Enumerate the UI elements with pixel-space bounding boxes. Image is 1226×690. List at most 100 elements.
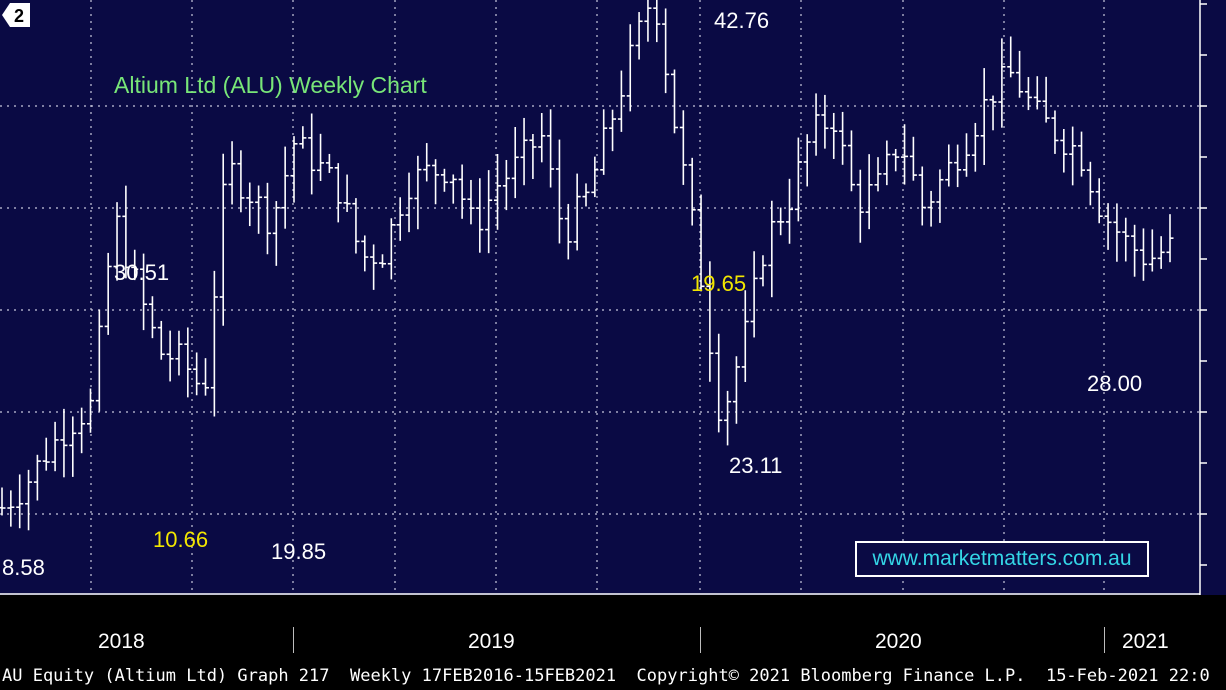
ohlc-bar (688, 157, 696, 226)
ohlc-bar (847, 130, 855, 192)
ohlc-bar (945, 144, 953, 187)
ohlc-bar (78, 407, 86, 454)
ohlc-bar (1016, 50, 1024, 98)
ohlc-bar (821, 94, 829, 149)
x-axis: 2018 2019 2020 2021 (0, 595, 1226, 660)
ohlc-bar (954, 144, 962, 188)
ohlc-bar (962, 133, 970, 177)
ohlc-bar (122, 185, 130, 279)
annotation-label: 19.65 (691, 271, 747, 296)
ohlc-bar (874, 157, 882, 192)
ohlc-bar (1007, 36, 1015, 78)
ohlc-bar (1078, 131, 1086, 177)
ohlc-bar (458, 164, 466, 219)
annotation-label: 42.76 (714, 8, 770, 33)
ohlc-bar (803, 134, 811, 187)
ohlc-bar (272, 201, 280, 266)
ohlc-bar (812, 93, 820, 156)
ohlc-bar (370, 244, 378, 290)
ohlc-bar (582, 183, 590, 207)
ohlc-bar (281, 146, 289, 229)
ohlc-bar (547, 109, 555, 188)
ohlc-bar (609, 109, 617, 152)
ohlc-bar (856, 169, 864, 243)
annotation-label: 28.00 (1087, 371, 1143, 396)
ohlc-bar (343, 174, 351, 212)
annotation-label: 10.66 (153, 527, 209, 552)
ohlc-bar (759, 255, 767, 287)
ohlc-bar (131, 249, 139, 281)
annotation-label: 8.58 (2, 555, 45, 580)
ohlc-bar (927, 190, 935, 227)
ohlc-bar (662, 8, 670, 94)
ohlc-bar (7, 490, 15, 527)
ohlc-bar (653, 0, 661, 43)
ohlc-bar (679, 110, 687, 185)
ohlc-bar (724, 390, 732, 446)
chart-title: Altium Ltd (ALU) Weekly Chart (114, 72, 427, 98)
ohlc-bar (476, 178, 484, 253)
ohlc-bar (467, 179, 475, 225)
ohlc-bar (909, 136, 917, 181)
ohlc-bar (750, 251, 758, 338)
ohlc-bar (644, 0, 652, 42)
ohlc-bar (670, 69, 678, 134)
ohlc-bar (989, 95, 997, 131)
ohlc-bar (16, 474, 24, 529)
ohlc-bar (246, 182, 254, 227)
ohlc-bar (494, 153, 502, 230)
ohlc-bar (396, 197, 404, 241)
ohlc-bar (830, 112, 838, 159)
annotation-label: 30.51 (114, 260, 170, 285)
ohlc-bar (1069, 126, 1077, 186)
ohlc-bar (95, 309, 103, 412)
ohlc-bar (69, 416, 77, 477)
ohlc-bar (1113, 203, 1121, 262)
ohlc-bar (104, 252, 112, 335)
ohlc-bar (228, 141, 236, 205)
ohlc-bar (1024, 77, 1032, 111)
ohlc-bar (485, 170, 493, 254)
ohlc-bar (768, 200, 776, 298)
ohlc-bar (839, 111, 847, 165)
last-price-marker: 2 (2, 3, 30, 27)
x-tick-label: 2020 (875, 630, 922, 653)
ohlc-bar (865, 154, 873, 230)
chart-plot-area: Altium Ltd (ALU) Weekly Chart 8.58 30.51… (0, 0, 1226, 595)
ohlc-bar (0, 487, 6, 516)
x-tick-label: 2021 (1122, 630, 1169, 653)
ohlc-bar (573, 173, 581, 251)
ohlc-bar (706, 261, 714, 382)
ohlc-bar (715, 333, 723, 433)
watermark-url: www.marketmatters.com.au (855, 541, 1149, 577)
ohlc-bar (971, 122, 979, 172)
ohlc-bar (502, 159, 510, 211)
ohlc-bar (936, 169, 944, 223)
ohlc-chart (0, 0, 1207, 595)
ohlc-bar (432, 159, 440, 205)
ohlc-bar (918, 166, 926, 226)
ohlc-bar (378, 254, 386, 268)
ohlc-bar (317, 133, 325, 181)
ohlc-bar (414, 155, 422, 230)
ohlc-bar (290, 136, 298, 203)
ohlc-bar (1086, 161, 1094, 206)
ohlc-bar (184, 327, 192, 398)
ohlc-bar (60, 408, 68, 478)
ohlc-bar (998, 38, 1006, 128)
ohlc-bar (901, 124, 909, 185)
last-price-text: 2 (14, 6, 24, 26)
ohlc-bar (600, 109, 608, 175)
ohlc-bar (1033, 76, 1041, 110)
ohlc-bar (237, 150, 245, 213)
ohlc-bar (883, 140, 891, 186)
ohlc-bar (1131, 224, 1139, 277)
ohlc-bar (980, 68, 988, 165)
ohlc-bar (387, 218, 395, 280)
ohlc-bar (1104, 203, 1112, 250)
ohlc-bar (1042, 76, 1050, 123)
x-tick-label: 2019 (468, 630, 515, 653)
ohlc-bar (140, 253, 148, 331)
ohlc-bar (210, 270, 218, 417)
ohlc-bar (1122, 217, 1130, 262)
